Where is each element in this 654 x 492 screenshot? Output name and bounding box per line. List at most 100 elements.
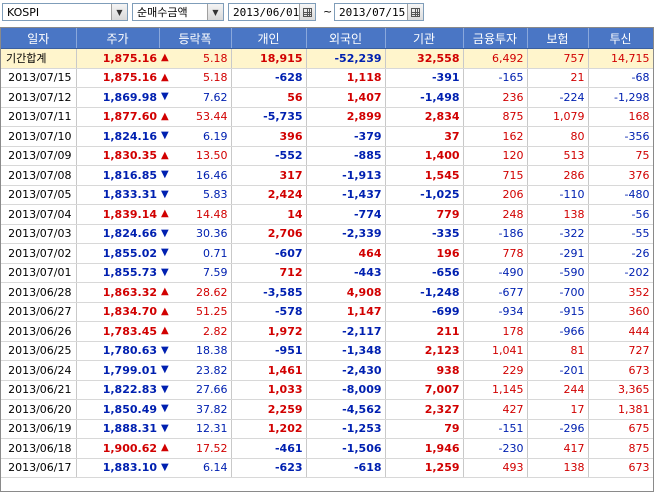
market-select[interactable]: KOSPI ▼	[2, 3, 128, 21]
change-value: 5.18	[203, 51, 228, 65]
cell-insurance: -296	[527, 419, 589, 439]
end-date-field[interactable]: 2013/07/15	[334, 3, 424, 21]
change-value: 53.44	[196, 110, 228, 124]
cell-price: 1,877.60	[76, 107, 159, 127]
table-row[interactable]: 2013/07/01 1,855.73 ▼ 7.59 712 -443 -656 -490 -5…	[1, 263, 653, 283]
col-header-foreign[interactable]: 외국인	[306, 28, 386, 49]
cell-insurance: -224	[527, 87, 589, 108]
start-date-value: 2013/06/01	[233, 5, 300, 19]
triangle-down-icon: ▼	[161, 422, 169, 434]
cell-institution: 1,946	[385, 438, 464, 459]
table-row[interactable]: 2013/07/15 1,875.16 ▲ 5.18 -628 1,118 -391 -165…	[1, 68, 653, 88]
triangle-down-icon: ▼	[161, 188, 169, 200]
cell-foreign: -774	[306, 204, 386, 225]
triangle-down-icon: ▼	[161, 383, 169, 395]
cell-trust: 3,365	[588, 380, 653, 400]
investor-trading-grid[interactable]: 일자 주가 등락폭 개인 외국인 기관 금융투자 보험 투신 기간합계 1,875…	[0, 27, 654, 492]
table-row[interactable]: 2013/06/21 1,822.83 ▼ 27.66 1,033 -8,009 7,007…	[1, 380, 653, 400]
cell-foreign: -2,339	[306, 224, 386, 244]
cell-change: ▼ 37.82	[159, 399, 232, 420]
change-value: 17.52	[196, 441, 228, 455]
change-value: 27.66	[196, 383, 228, 397]
cell-trust: -1,298	[588, 87, 653, 108]
cell-date: 2013/07/03	[1, 224, 77, 244]
col-header-price[interactable]: 주가	[76, 28, 160, 49]
start-date-field[interactable]: 2013/06/01	[228, 3, 316, 21]
cell-trust: -55	[588, 224, 653, 244]
cell-institution: -699	[385, 302, 464, 322]
cell-price: 1,855.02	[76, 243, 159, 264]
cell-price: 1,875.16	[76, 68, 159, 88]
triangle-down-icon: ▼	[161, 227, 169, 239]
table-row[interactable]: 2013/07/02 1,855.02 ▼ 0.71 -607 464 196 778 -291…	[1, 243, 653, 264]
cell-individual: -623	[231, 458, 307, 478]
table-row[interactable]: 2013/06/28 1,863.32 ▲ 28.62 -3,585 4,908 -1,24…	[1, 282, 653, 303]
cell-fin-invest: 178	[463, 321, 528, 342]
cell-fin-invest: -677	[463, 282, 528, 303]
cell-individual: 1,461	[231, 360, 307, 381]
table-row[interactable]: 2013/06/27 1,834.70 ▲ 51.25 -578 1,147 -699 -93…	[1, 302, 653, 322]
table-row[interactable]: 2013/06/17 1,883.10 ▼ 6.14 -623 -618 1,259 493 1…	[1, 458, 653, 478]
calendar-icon[interactable]	[299, 4, 315, 20]
cell-individual: -578	[231, 302, 307, 322]
cell-individual: 56	[231, 87, 307, 108]
table-row[interactable]: 2013/07/12 1,869.98 ▼ 7.62 56 1,407 -1,498 236-…	[1, 87, 653, 108]
col-header-fin-invest[interactable]: 금융투자	[463, 28, 528, 49]
chevron-down-icon[interactable]: ▼	[207, 4, 223, 20]
change-value: 13.50	[196, 149, 228, 163]
chevron-down-icon[interactable]: ▼	[111, 4, 127, 20]
cell-price: 1,855.73	[76, 263, 159, 283]
triangle-down-icon: ▼	[161, 344, 169, 356]
table-row[interactable]: 2013/07/03 1,824.66 ▼ 30.36 2,706 -2,339 -335-…	[1, 224, 653, 244]
cell-date: 기간합계	[1, 48, 77, 69]
table-row[interactable]: 2013/07/10 1,824.16 ▼ 6.19 396 -379 37 162 80 -35…	[1, 126, 653, 147]
table-row[interactable]: 2013/06/24 1,799.01 ▼ 23.82 1,461 -2,430 938 22…	[1, 360, 653, 381]
table-row[interactable]: 2013/06/20 1,850.49 ▼ 37.82 2,259 -4,562 2,327…	[1, 399, 653, 420]
cell-date: 2013/07/05	[1, 185, 77, 205]
table-row[interactable]: 2013/06/18 1,900.62 ▲ 17.52 -461 -1,506 1,946-…	[1, 438, 653, 459]
table-row[interactable]: 2013/06/19 1,888.31 ▼ 12.31 1,202 -1,253 79 -15…	[1, 419, 653, 439]
table-row[interactable]: 2013/07/11 1,877.60 ▲ 53.44 -5,735 2,899 2,834…	[1, 107, 653, 127]
cell-price: 1,822.83	[76, 380, 159, 400]
triangle-down-icon: ▼	[161, 247, 169, 259]
cell-change: ▲ 28.62	[159, 282, 232, 303]
change-value: 30.36	[196, 227, 228, 241]
table-row[interactable]: 2013/06/26 1,783.45 ▲ 2.82 1,972 -2,117 211 178…	[1, 321, 653, 342]
cell-change: ▼ 7.59	[159, 263, 232, 283]
col-header-trust[interactable]: 투신	[588, 28, 653, 49]
col-header-individual[interactable]: 개인	[231, 28, 307, 49]
table-row-total[interactable]: 기간합계 1,875.16 ▲ 5.18 18,915 -52,239 32,558 6,49…	[1, 48, 653, 69]
table-row[interactable]: 2013/07/04 1,839.14 ▲ 14.48 14 -774 779 248 138-…	[1, 204, 653, 225]
change-value: 7.62	[203, 90, 228, 104]
triangle-down-icon: ▼	[161, 364, 169, 376]
triangle-up-icon: ▲	[161, 208, 169, 220]
cell-price: 1,875.16	[76, 48, 159, 69]
calendar-icon[interactable]	[407, 4, 423, 20]
metric-select[interactable]: 순매수금액 ▼	[132, 3, 224, 21]
col-header-date[interactable]: 일자	[1, 28, 77, 49]
cell-foreign: -1,348	[306, 341, 386, 361]
cell-foreign: -52,239	[306, 48, 386, 69]
table-row[interactable]: 2013/07/05 1,833.31 ▼ 5.83 2,424 -1,437 -1,025…	[1, 185, 653, 205]
cell-insurance: -700	[527, 282, 589, 303]
cell-fin-invest: 715	[463, 165, 528, 186]
cell-change: ▲ 51.25	[159, 302, 232, 322]
cell-insurance: 244	[527, 380, 589, 400]
cell-price: 1,839.14	[76, 204, 159, 225]
col-header-change[interactable]: 등락폭	[159, 28, 232, 49]
col-header-insurance[interactable]: 보험	[527, 28, 589, 49]
change-value: 7.59	[203, 266, 228, 280]
cell-change: ▲ 14.48	[159, 204, 232, 225]
cell-individual: 2,706	[231, 224, 307, 244]
table-row[interactable]: 2013/07/08 1,816.85 ▼ 16.46 317 -1,913 1,545 71…	[1, 165, 653, 186]
table-row[interactable]: 2013/07/09 1,830.35 ▲ 13.50 -552 -885 1,400 120…	[1, 146, 653, 166]
cell-price: 1,883.10	[76, 458, 159, 478]
triangle-up-icon: ▲	[161, 286, 169, 298]
cell-foreign: 2,899	[306, 107, 386, 127]
cell-date: 2013/06/19	[1, 419, 77, 439]
change-value: 37.82	[196, 402, 228, 416]
table-row[interactable]: 2013/06/25 1,780.63 ▼ 18.38 -951 -1,348 2,123 1…	[1, 341, 653, 361]
cell-fin-invest: 229	[463, 360, 528, 381]
col-header-institution[interactable]: 기관	[385, 28, 464, 49]
cell-trust: 673	[588, 458, 653, 478]
